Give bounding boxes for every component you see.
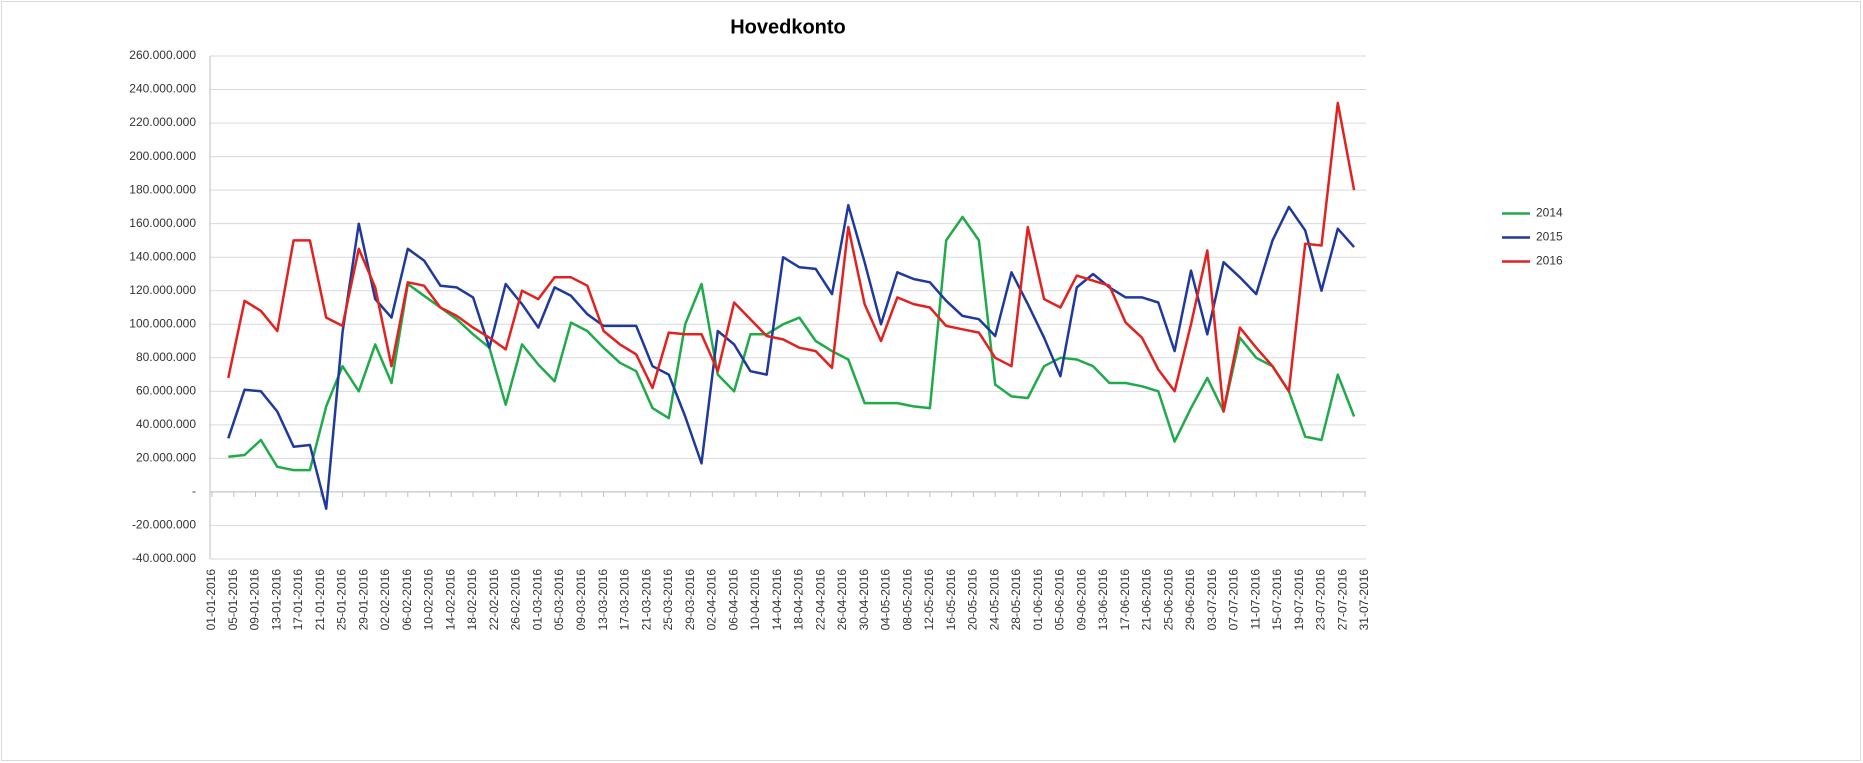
x-tick-label: 17-06-2016 xyxy=(1118,569,1132,631)
legend-label: 2016 xyxy=(1536,254,1563,268)
y-tick-label: 20.000.000 xyxy=(136,451,196,465)
x-tick-label: 10-04-2016 xyxy=(748,569,762,631)
legend-label: 2015 xyxy=(1536,230,1563,244)
legend-label: 2014 xyxy=(1536,206,1563,220)
y-tick-label: 260.000.000 xyxy=(129,48,196,62)
x-tick-label: 25-06-2016 xyxy=(1161,569,1175,631)
x-tick-label: 18-02-2016 xyxy=(465,569,479,631)
x-tick-label: 11-07-2016 xyxy=(1248,569,1262,630)
x-tick-label: 07-07-2016 xyxy=(1227,569,1241,631)
x-tick-label: 25-03-2016 xyxy=(661,569,675,631)
x-tick-label: 14-02-2016 xyxy=(443,569,457,631)
x-tick-label: 22-04-2016 xyxy=(813,569,827,631)
series-line xyxy=(227,101,1356,413)
x-tick-label: 26-04-2016 xyxy=(835,569,849,631)
x-tick-label: 10-02-2016 xyxy=(422,569,436,631)
x-tick-label: 08-05-2016 xyxy=(900,569,914,631)
x-tick-label: 04-05-2016 xyxy=(879,569,893,631)
y-tick-label: 120.000.000 xyxy=(129,283,196,297)
x-tick-label: 17-01-2016 xyxy=(291,569,305,631)
x-tick-label: 13-06-2016 xyxy=(1096,569,1110,631)
x-tick-label: 21-03-2016 xyxy=(639,569,653,631)
x-tick-label: 02-02-2016 xyxy=(378,569,392,631)
y-tick-label: -20.000.000 xyxy=(132,518,196,532)
x-tick-label: 25-01-2016 xyxy=(335,569,349,631)
x-tick-label: 01-06-2016 xyxy=(1031,569,1045,631)
y-tick-label: 80.000.000 xyxy=(136,350,196,364)
x-tick-label: 22-02-2016 xyxy=(487,569,501,631)
x-tick-label: 31-07-2016 xyxy=(1357,569,1371,631)
y-tick-label: 100.000.000 xyxy=(129,316,196,330)
x-tick-label: 27-07-2016 xyxy=(1335,569,1349,631)
series-line xyxy=(228,215,1356,472)
x-tick-label: 05-01-2016 xyxy=(226,569,240,631)
x-tick-label: 12-05-2016 xyxy=(922,569,936,631)
y-tick-label: 240.000.000 xyxy=(129,82,196,96)
x-tick-label: 15-07-2016 xyxy=(1270,569,1284,631)
x-tick-label: 14-04-2016 xyxy=(770,569,784,631)
y-tick-label: 140.000.000 xyxy=(129,249,196,263)
y-tick-label: - xyxy=(192,484,196,498)
x-tick-label: 24-05-2016 xyxy=(987,569,1001,631)
x-tick-label: 26-02-2016 xyxy=(509,569,523,631)
x-tick-label: 06-04-2016 xyxy=(726,569,740,631)
x-tick-label: 16-05-2016 xyxy=(944,569,958,631)
x-tick-label: 13-01-2016 xyxy=(269,569,283,631)
y-tick-label: 220.000.000 xyxy=(129,115,196,129)
x-tick-label: 29-03-2016 xyxy=(683,569,697,631)
x-tick-label: 30-04-2016 xyxy=(857,569,871,631)
x-tick-label: 09-01-2016 xyxy=(248,569,262,631)
y-tick-label: 60.000.000 xyxy=(136,384,196,398)
x-tick-label: 21-01-2016 xyxy=(313,569,327,631)
x-tick-label: 29-06-2016 xyxy=(1183,569,1197,631)
y-tick-label: 40.000.000 xyxy=(136,417,196,431)
x-tick-label: 06-02-2016 xyxy=(400,569,414,631)
series-line xyxy=(227,203,1356,510)
x-tick-label: 20-05-2016 xyxy=(966,569,980,631)
y-tick-label: -40.000.000 xyxy=(132,551,196,565)
x-tick-label: 02-04-2016 xyxy=(705,569,719,631)
chart-title: Hovedkonto xyxy=(730,16,846,38)
x-tick-label: 19-07-2016 xyxy=(1292,569,1306,631)
x-tick-label: 03-07-2016 xyxy=(1205,569,1219,631)
x-tick-label: 17-03-2016 xyxy=(618,569,632,631)
x-tick-label: 09-06-2016 xyxy=(1074,569,1088,631)
x-tick-label: 05-03-2016 xyxy=(552,569,566,631)
x-tick-label: 05-06-2016 xyxy=(1053,569,1067,631)
x-tick-label: 28-05-2016 xyxy=(1009,569,1023,631)
y-tick-label: 160.000.000 xyxy=(129,216,196,230)
x-tick-label: 01-03-2016 xyxy=(530,569,544,631)
x-tick-label: 13-03-2016 xyxy=(596,569,610,631)
x-tick-label: 21-06-2016 xyxy=(1140,569,1154,631)
x-tick-label: 18-04-2016 xyxy=(792,569,806,631)
x-tick-label: 01-01-2016 xyxy=(204,569,218,631)
x-tick-label: 23-07-2016 xyxy=(1314,569,1328,631)
y-tick-label: 180.000.000 xyxy=(129,182,196,196)
y-tick-label: 200.000.000 xyxy=(129,149,196,163)
x-tick-label: 09-03-2016 xyxy=(574,569,588,631)
x-tick-label: 29-01-2016 xyxy=(356,569,370,631)
